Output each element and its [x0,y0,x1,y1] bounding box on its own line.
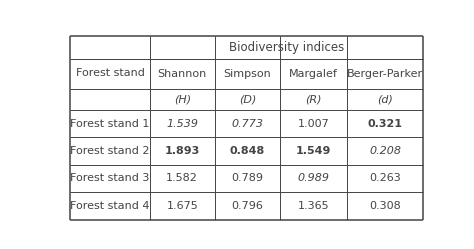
Text: 0.263: 0.263 [369,173,401,183]
Text: (H): (H) [173,95,191,105]
Text: Forest stand 4: Forest stand 4 [70,200,150,210]
Text: 0.321: 0.321 [367,119,402,129]
Text: Forest stand 1: Forest stand 1 [70,119,150,129]
Text: 1.365: 1.365 [298,200,329,210]
Text: 1.582: 1.582 [166,173,198,183]
Text: Forest stand 3: Forest stand 3 [70,173,150,183]
Text: Shannon: Shannon [158,69,207,79]
Text: (D): (D) [239,95,256,105]
Text: 0.989: 0.989 [298,173,329,183]
Text: 0.773: 0.773 [231,119,264,129]
Text: (R): (R) [305,95,322,105]
Text: Biodiversity indices: Biodiversity indices [228,41,344,54]
Text: Berger-Parker: Berger-Parker [347,69,423,79]
Text: 1.539: 1.539 [166,119,198,129]
Text: 1.549: 1.549 [296,146,331,156]
Text: Forest stand: Forest stand [75,68,145,78]
Text: Margalef: Margalef [289,69,338,79]
Text: 0.848: 0.848 [230,146,265,156]
Text: 0.208: 0.208 [369,146,401,156]
Text: 0.796: 0.796 [231,200,264,210]
Text: 1.675: 1.675 [166,200,198,210]
Text: 0.789: 0.789 [231,173,264,183]
Text: 1.893: 1.893 [164,146,200,156]
Text: 1.007: 1.007 [298,119,329,129]
Text: Simpson: Simpson [224,69,271,79]
Text: (d): (d) [377,95,393,105]
Text: Forest stand 2: Forest stand 2 [70,146,150,156]
Text: 0.308: 0.308 [369,200,401,210]
